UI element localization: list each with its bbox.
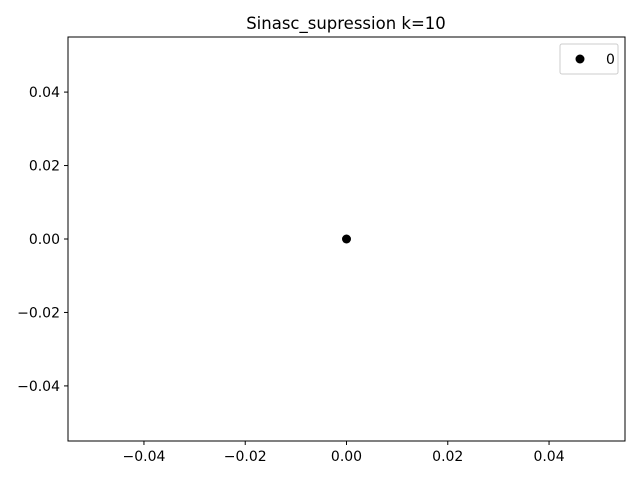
legend-frame bbox=[559, 43, 619, 75]
y-tick-label: −0.04 bbox=[17, 379, 60, 395]
legend: 0 bbox=[559, 43, 619, 75]
y-axis: −0.04 −0.02 0.00 0.02 0.04 bbox=[17, 85, 68, 395]
legend-label: 0 bbox=[606, 52, 615, 68]
y-tick-label: 0.02 bbox=[29, 159, 60, 175]
x-axis: −0.04 −0.02 0.00 0.02 0.04 bbox=[123, 441, 565, 465]
x-tick-label: 0.04 bbox=[533, 449, 564, 465]
x-tick-label: 0.00 bbox=[331, 449, 362, 465]
x-tick-label: 0.02 bbox=[432, 449, 463, 465]
data-point bbox=[342, 234, 351, 244]
data-points bbox=[342, 234, 351, 244]
x-tick-label: −0.04 bbox=[123, 449, 166, 465]
x-tick-label: −0.02 bbox=[224, 449, 267, 465]
chart-title: Sinasc_supression k=10 bbox=[246, 14, 446, 34]
legend-marker bbox=[575, 54, 585, 64]
y-tick-label: 0.00 bbox=[29, 232, 60, 248]
y-tick-label: −0.02 bbox=[17, 305, 60, 321]
y-tick-label: 0.04 bbox=[29, 85, 60, 101]
